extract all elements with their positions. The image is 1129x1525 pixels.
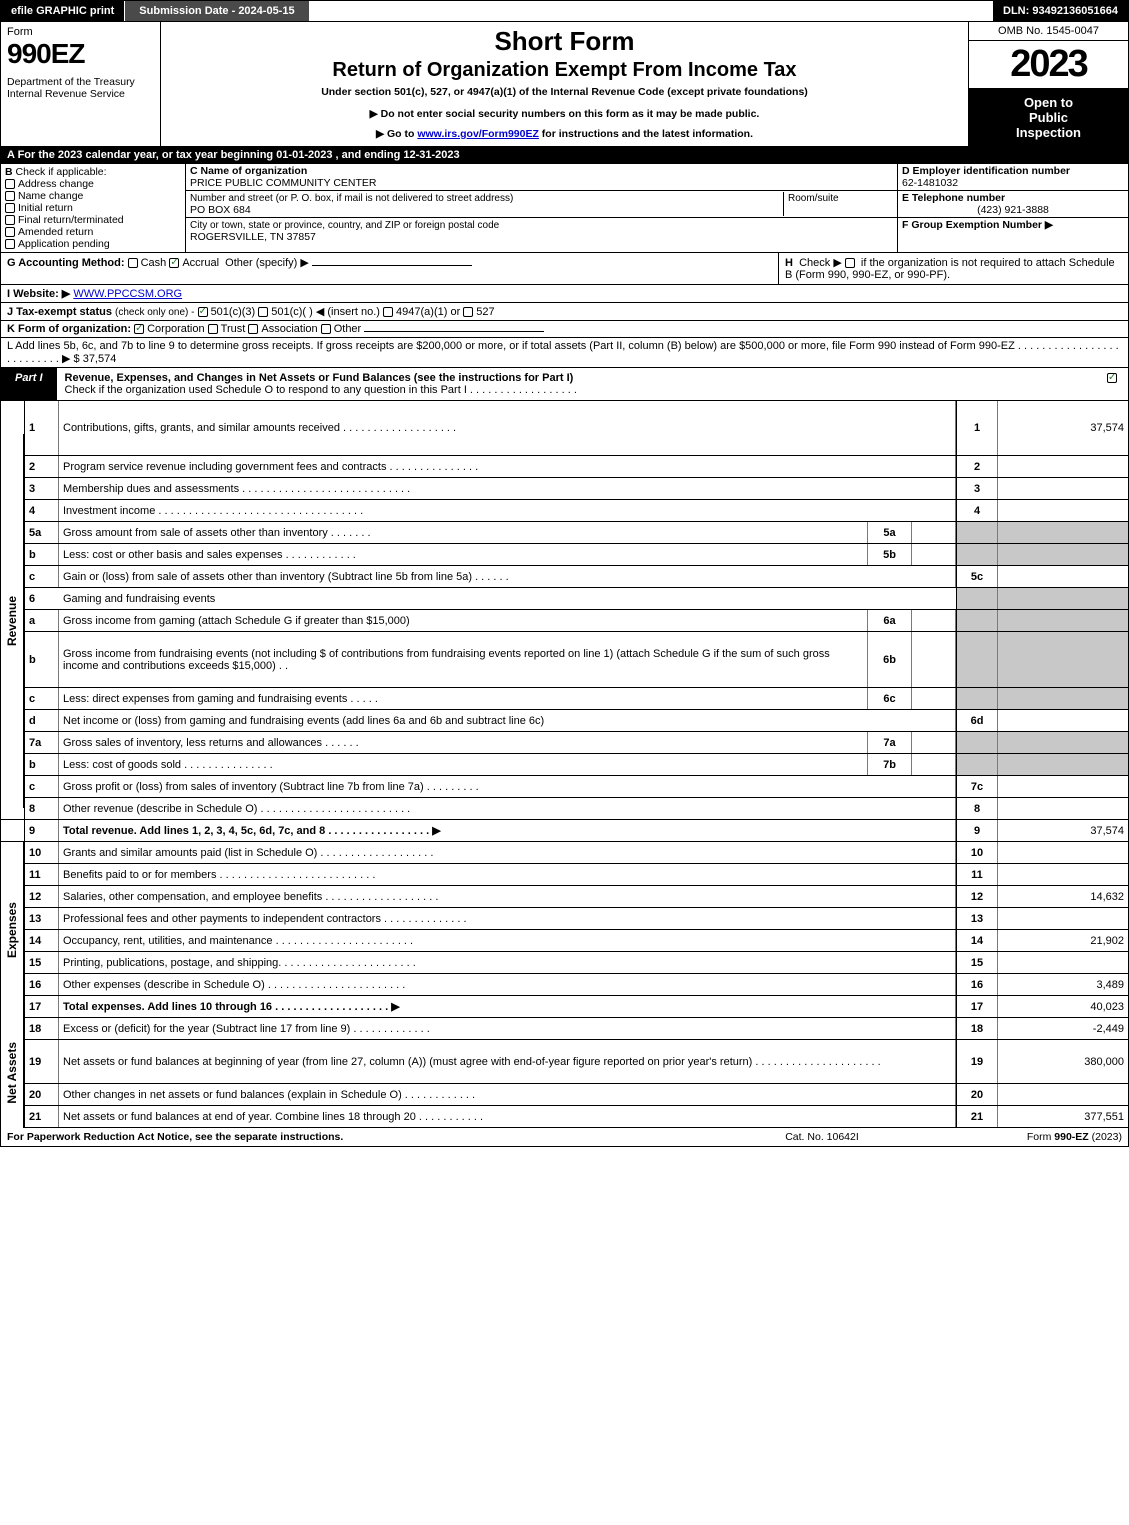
cat-no: Cat. No. 10642I: [722, 1131, 922, 1143]
line-6a: aGross income from gaming (attach Schedu…: [0, 610, 1129, 632]
association-checkbox[interactable]: [248, 324, 258, 334]
dept-label: Department of the Treasury Internal Reve…: [7, 76, 154, 100]
page-footer: For Paperwork Reduction Act Notice, see …: [0, 1128, 1129, 1147]
org-address: PO BOX 684: [190, 204, 251, 216]
form-number: 990EZ: [7, 38, 154, 70]
line-6b: bGross income from fundraising events (n…: [0, 632, 1129, 688]
corporation-checkbox[interactable]: [134, 324, 144, 334]
dln-label: DLN: 93492136051664: [993, 1, 1128, 21]
other-org-checkbox[interactable]: [321, 324, 331, 334]
topbar: efile GRAPHIC print Submission Date - 20…: [0, 0, 1129, 22]
phone: (423) 921-3888: [902, 204, 1124, 216]
form-subtitle: Under section 501(c), 527, or 4947(a)(1)…: [169, 86, 960, 98]
line-7a: 7aGross sales of inventory, less returns…: [0, 732, 1129, 754]
line-15: 15Printing, publications, postage, and s…: [0, 952, 1129, 974]
line-l: L Add lines 5b, 6c, and 7b to line 9 to …: [0, 338, 1129, 368]
4947-checkbox[interactable]: [383, 307, 393, 317]
form-title: Return of Organization Exempt From Incom…: [169, 59, 960, 82]
expenses-side-label: Expenses: [5, 902, 19, 958]
line-7c: cGross profit or (loss) from sales of in…: [0, 776, 1129, 798]
line-11: 11Benefits paid to or for members . . . …: [0, 864, 1129, 886]
org-name: PRICE PUBLIC COMMUNITY CENTER: [190, 177, 377, 189]
efile-print-button[interactable]: efile GRAPHIC print: [1, 1, 125, 21]
line-j: J Tax-exempt status (check only one) - 5…: [0, 303, 1129, 321]
amended-return-checkbox[interactable]: [5, 227, 15, 237]
line-7b: bLess: cost of goods sold . . . . . . . …: [0, 754, 1129, 776]
form-header: Form 990EZ Department of the Treasury In…: [0, 22, 1129, 147]
line-13: 13Professional fees and other payments t…: [0, 908, 1129, 930]
501c-checkbox[interactable]: [258, 307, 268, 317]
trust-checkbox[interactable]: [208, 324, 218, 334]
instructions-link[interactable]: www.irs.gov/Form990EZ: [417, 128, 539, 140]
line-21: 21Net assets or fund balances at end of …: [0, 1106, 1129, 1128]
line-k: K Form of organization: Corporation Trus…: [0, 321, 1129, 338]
open-to-public: Open to Public Inspection: [969, 89, 1128, 146]
ein: 62-1481032: [902, 177, 958, 189]
line-5b: bLess: cost or other basis and sales exp…: [0, 544, 1129, 566]
name-change-checkbox[interactable]: [5, 191, 15, 201]
omb-number: OMB No. 1545-0047: [969, 22, 1128, 41]
line-14: 14Occupancy, rent, utilities, and mainte…: [0, 930, 1129, 952]
ssn-warning: ▶ Do not enter social security numbers o…: [169, 108, 960, 120]
application-pending-checkbox[interactable]: [5, 239, 15, 249]
form-word: Form: [7, 26, 154, 38]
short-form-title: Short Form: [169, 26, 960, 57]
form-ref: Form 990-EZ (2023): [922, 1131, 1122, 1143]
line-2: 2Program service revenue including gover…: [0, 456, 1129, 478]
line-3: 3Membership dues and assessments . . . .…: [0, 478, 1129, 500]
line-g-h: G Accounting Method: Cash Accrual Other …: [0, 253, 1129, 285]
part-1-tab: Part I: [1, 368, 57, 400]
instructions-link-line: ▶ Go to www.irs.gov/Form990EZ for instru…: [169, 128, 960, 140]
line-16: 16Other expenses (describe in Schedule O…: [0, 974, 1129, 996]
line-a: A For the 2023 calendar year, or tax yea…: [0, 147, 1129, 164]
org-city: ROGERSVILLE, TN 37857: [190, 231, 316, 243]
revenue-side-label: Revenue: [5, 596, 19, 646]
line-8: 8Other revenue (describe in Schedule O) …: [0, 798, 1129, 820]
line-i: I Website: ▶ WWW.PPCCSM.ORG: [0, 285, 1129, 303]
line-10: 10Grants and similar amounts paid (list …: [0, 842, 1129, 864]
final-return-checkbox[interactable]: [5, 215, 15, 225]
line-6c: cLess: direct expenses from gaming and f…: [0, 688, 1129, 710]
line-1: Revenue 1 Contributions, gifts, grants, …: [0, 401, 1129, 456]
line-20: 20Other changes in net assets or fund ba…: [0, 1084, 1129, 1106]
line-4: 4Investment income . . . . . . . . . . .…: [0, 500, 1129, 522]
line-9: 9Total revenue. Add lines 1, 2, 3, 4, 5c…: [0, 820, 1129, 842]
schedule-b-checkbox[interactable]: [845, 258, 855, 268]
line-17: 17Total expenses. Add lines 10 through 1…: [0, 996, 1129, 1018]
line-18: 18Excess or (deficit) for the year (Subt…: [0, 1018, 1129, 1040]
line-6d: dNet income or (loss) from gaming and fu…: [0, 710, 1129, 732]
part-1-header: Part I Revenue, Expenses, and Changes in…: [0, 368, 1129, 401]
line-12: 12Salaries, other compensation, and empl…: [0, 886, 1129, 908]
accrual-checkbox[interactable]: [169, 258, 179, 268]
website-link[interactable]: WWW.PPCCSM.ORG: [73, 288, 182, 300]
paperwork-notice: For Paperwork Reduction Act Notice, see …: [7, 1131, 722, 1143]
line-6: 6Gaming and fundraising events: [0, 588, 1129, 610]
schedule-o-checkbox[interactable]: [1107, 373, 1117, 383]
initial-return-checkbox[interactable]: [5, 203, 15, 213]
netassets-side-label: Net Assets: [5, 1042, 19, 1104]
line-19: 19Net assets or fund balances at beginni…: [0, 1040, 1129, 1084]
line-5c: cGain or (loss) from sale of assets othe…: [0, 566, 1129, 588]
501c3-checkbox[interactable]: [198, 307, 208, 317]
address-change-checkbox[interactable]: [5, 179, 15, 189]
527-checkbox[interactable]: [463, 307, 473, 317]
line-5a: 5aGross amount from sale of assets other…: [0, 522, 1129, 544]
cash-checkbox[interactable]: [128, 258, 138, 268]
tax-year: 2023: [969, 41, 1128, 89]
submission-date: Submission Date - 2024-05-15: [125, 1, 308, 21]
section-b-c-d: B Check if applicable: Address change Na…: [0, 164, 1129, 253]
